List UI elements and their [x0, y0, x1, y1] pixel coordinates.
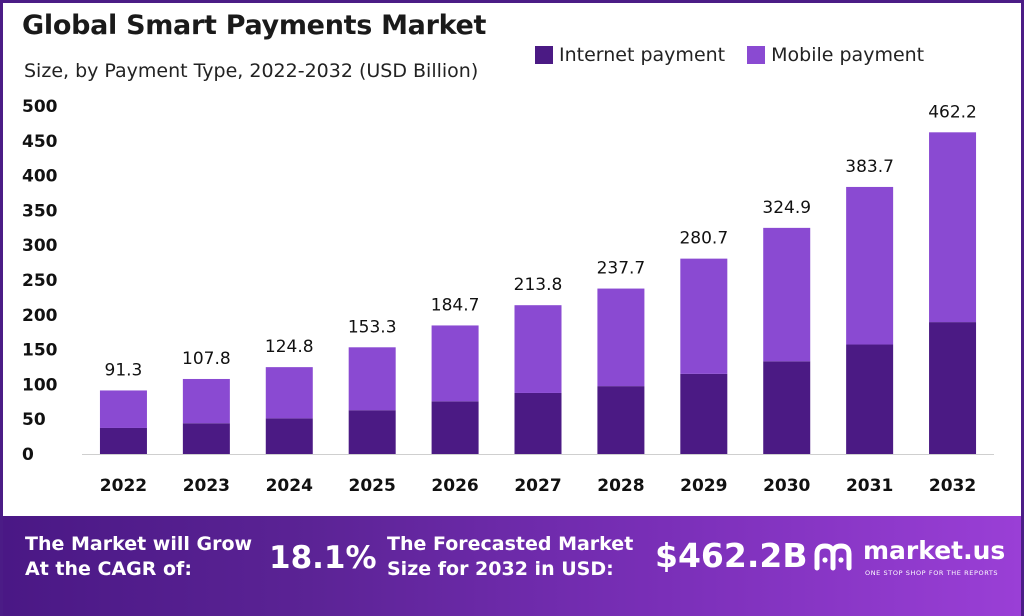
cagr-caption: The Market will Grow At the CAGR of:: [25, 532, 252, 582]
legend-swatch-mobile: [747, 46, 766, 64]
forecast-caption-line1: The Forecasted Market: [387, 533, 634, 555]
data-label-2024: 124.8: [265, 337, 314, 357]
x-tick-label-2024: 2024: [266, 476, 313, 496]
data-label-2023: 107.8: [182, 349, 231, 369]
data-label-2032: 462.2: [928, 102, 977, 122]
bar-mobile-2022: [99, 390, 147, 428]
cagr-caption-line1: The Market will Grow: [25, 533, 253, 555]
bar-internet-2029: [680, 373, 728, 454]
y-tick-label: 100: [22, 375, 58, 395]
y-tick-label: 400: [22, 167, 58, 187]
data-label-2029: 280.7: [679, 229, 728, 249]
data-label-2025: 153.3: [348, 317, 397, 337]
brand-name: market.us: [863, 536, 1006, 565]
footer-banner: The Market will Grow At the CAGR of: 18.…: [3, 516, 1021, 616]
bar-mobile-2028: [597, 288, 645, 387]
legend-item-mobile: Mobile payment: [747, 44, 924, 66]
legend-label-internet: Internet payment: [559, 44, 726, 66]
bar-internet-2022: [99, 427, 147, 454]
bar-internet-2030: [763, 361, 811, 454]
x-tick-label-2023: 2023: [183, 476, 230, 496]
data-label-2028: 237.7: [597, 259, 646, 279]
legend: Internet payment Mobile payment: [535, 44, 924, 66]
brand-tagline: ONE STOP SHOP FOR THE REPORTS: [865, 569, 999, 577]
x-tick-label-2029: 2029: [680, 476, 727, 496]
y-tick-label: 500: [22, 97, 58, 117]
bar-mobile-2023: [182, 378, 230, 424]
bar-internet-2032: [929, 322, 977, 454]
bar-mobile-2024: [265, 367, 313, 419]
forecast-caption-line2: Size for 2032 in USD:: [387, 558, 614, 580]
bar-chart: 0 50 100 150 200 250 300 350 400 450 500 91.3 2022 10…: [22, 97, 994, 496]
y-tick-label: 150: [22, 341, 58, 361]
bar-mobile-2025: [348, 347, 396, 411]
bar-internet-2025: [348, 410, 396, 454]
y-tick-label: 200: [22, 306, 58, 326]
bar-internet-2027: [514, 392, 562, 454]
y-tick-label: 350: [22, 201, 58, 221]
bar-internet-2026: [431, 401, 479, 454]
bar-internet-2023: [182, 423, 230, 454]
y-tick-label: 250: [22, 271, 58, 291]
x-tick-label-2032: 2032: [929, 476, 976, 496]
data-label-2031: 383.7: [845, 157, 894, 177]
x-tick-label-2027: 2027: [514, 476, 561, 496]
bar-mobile-2027: [514, 305, 562, 393]
chart-subtitle: Size, by Payment Type, 2022-2032 (USD Bi…: [24, 60, 479, 82]
data-label-2022: 91.3: [105, 360, 143, 380]
market-us-logo-icon: [814, 543, 852, 571]
bar-mobile-2031: [846, 186, 894, 345]
bar-mobile-2029: [680, 258, 728, 374]
x-tick-label-2031: 2031: [846, 476, 893, 496]
y-tick-label: 0: [22, 445, 34, 465]
bar-internet-2028: [597, 386, 645, 454]
bar-mobile-2026: [431, 325, 479, 402]
bar-internet-2031: [846, 344, 894, 454]
legend-label-mobile: Mobile payment: [771, 44, 925, 66]
y-tick-label: 50: [22, 410, 46, 430]
x-tick-label-2022: 2022: [100, 476, 147, 496]
data-label-2027: 213.8: [514, 275, 563, 295]
forecast-caption: The Forecasted Market Size for 2032 in U…: [387, 532, 633, 582]
x-tick-label-2026: 2026: [431, 476, 478, 496]
legend-swatch-internet: [535, 46, 553, 64]
bar-mobile-2032: [929, 132, 977, 323]
cagr-value: 18.1%: [269, 540, 377, 576]
y-tick-label: 300: [22, 236, 58, 256]
legend-item-internet: Internet payment: [535, 44, 725, 66]
data-label-2030: 324.9: [762, 198, 811, 218]
cagr-caption-line2: At the CAGR of:: [25, 558, 192, 580]
bar-internet-2024: [265, 418, 313, 454]
bar-mobile-2030: [763, 227, 811, 362]
data-label-2026: 184.7: [431, 295, 480, 315]
chart-title: Global Smart Payments Market: [22, 10, 487, 41]
x-tick-label-2028: 2028: [597, 476, 644, 496]
y-tick-label: 450: [22, 132, 58, 152]
forecast-value: $462.2B: [655, 536, 808, 575]
x-tick-label-2025: 2025: [349, 476, 396, 496]
x-tick-label-2030: 2030: [763, 476, 810, 496]
